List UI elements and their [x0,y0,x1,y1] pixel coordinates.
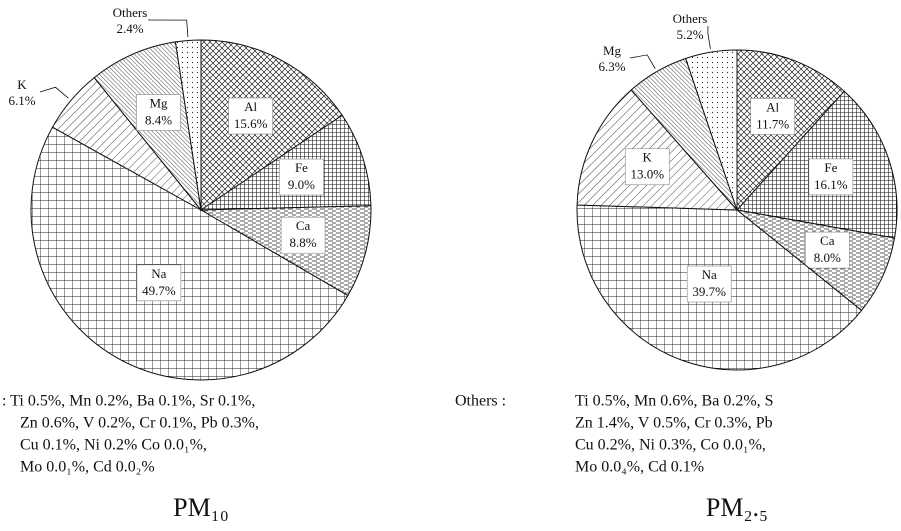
slice-value-label: 49.7% [142,283,176,298]
note-line: Zn 1.4%, V 0.5%, Cr 0.3%, Pb [575,415,773,432]
label-box [228,97,273,135]
label-box [136,94,181,131]
slice-label: Others [673,11,708,26]
slice-label: Fe [824,160,837,175]
slice-value-label: 11.7% [756,116,789,131]
leader-line [629,54,656,69]
slice-label: K [17,77,27,92]
pie-slice [685,49,738,211]
slice-label: Mg [150,96,169,111]
slice-label: K [643,150,653,165]
note-line: Cu 0.2%, Ni 0.3%, Co 0.0₁%, [575,437,766,454]
slice-label: Mg [603,43,622,58]
label-box [624,148,670,186]
slice-value-label: 15.6% [234,116,268,131]
label-box [136,264,182,302]
label-box [279,158,324,196]
slice-value-label: 39.7% [692,284,726,299]
slice-label: Fe [295,160,308,175]
label-box [808,158,854,196]
note-line: Cu 0.1%, Ni 0.2% Co 0.0₁%, [20,437,207,454]
pie-slice [30,126,349,381]
slice-label: Na [151,266,166,281]
label-box [750,98,795,135]
note-line: Mo 0.0₁%, Cd 0.0₂% [20,459,155,476]
slice-value-label: 8.4% [145,113,172,128]
chart-title: PM₁₀ [173,493,229,522]
slice-value-label: 9.0% [288,177,315,192]
slice-value-label: 6.1% [8,93,35,108]
note-line: Ti 0.5%, Mn 0.6%, Ba 0.2%, S [575,393,774,410]
slice-value-label: 13.0% [630,167,664,182]
label-box [280,216,326,254]
slice-label: Al [244,99,257,114]
leader-line [147,19,189,38]
note-line: Mo 0.0₄%, Cd 0.1% [575,459,704,476]
label-box [804,231,850,269]
slice-label: Na [702,267,717,282]
slice-label: Ca [820,233,835,248]
slice-value-label: 8.8% [290,235,317,250]
leader-line [39,86,69,99]
slice-label: Al [766,99,779,114]
note-line: Zn 0.6%, V 0.2%, Cr 0.1%, Pb 0.3%, [20,415,259,432]
chart-title: PM₂.₅ [706,493,768,522]
leader-line [707,25,711,50]
slice-label: Others [113,5,148,20]
slice-value-label: 2.4% [116,21,143,36]
slice-value-label: 16.1% [814,177,848,192]
slice-value-label: 8.0% [814,250,841,265]
note-line: : Ti 0.5%, Mn 0.2%, Ba 0.1%, Sr 0.1%, [2,393,255,410]
slice-value-label: 6.3% [598,59,625,74]
slice-label: Ca [296,218,311,233]
note-prefix: Others : [455,393,506,410]
label-box [686,265,732,303]
pie-slice [174,39,202,211]
slice-value-label: 5.2% [676,27,703,42]
